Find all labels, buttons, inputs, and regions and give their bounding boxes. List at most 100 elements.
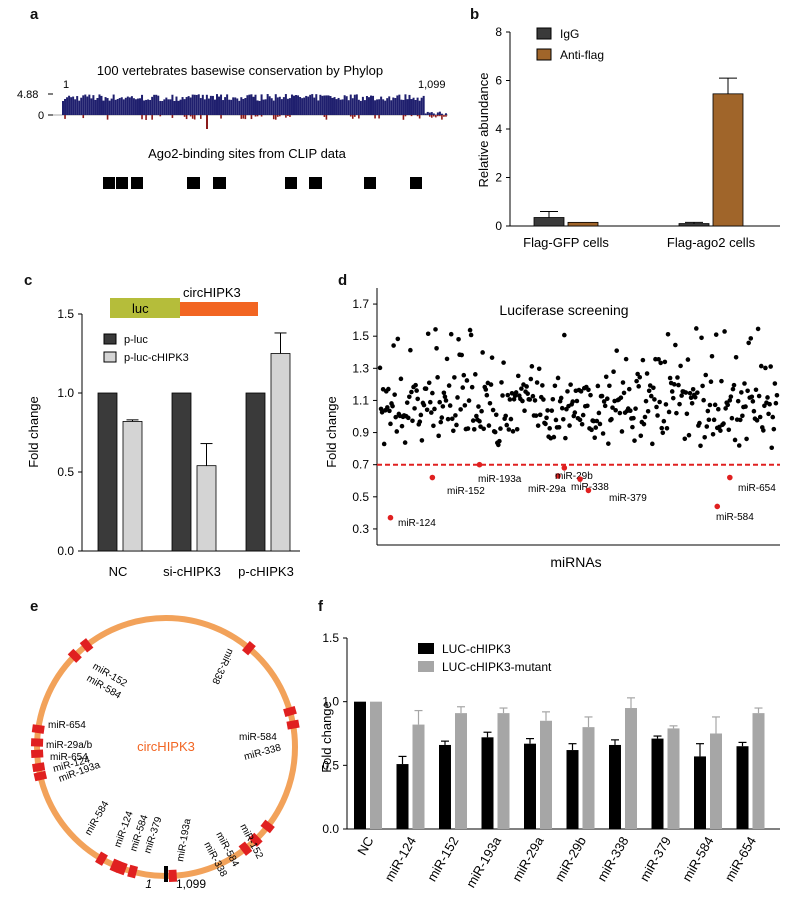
scatter-point: [507, 397, 513, 402]
scatter-point: [765, 395, 770, 400]
scatter-point: [661, 418, 667, 424]
scatter-point: [556, 424, 562, 430]
scatter-point: [601, 399, 607, 404]
legend-swatch-wt: [418, 643, 434, 654]
clip-site: [285, 177, 297, 189]
scatter-point: [381, 441, 387, 447]
clip-site: [213, 177, 226, 189]
scatter-point: [419, 438, 425, 443]
scatter-point: [698, 443, 703, 449]
bar: [533, 217, 565, 227]
scatter-point: [670, 395, 676, 401]
highlight-point: [476, 461, 483, 468]
scatter-point: [578, 389, 584, 394]
scatter-point: [402, 440, 408, 445]
scatter-point: [537, 412, 543, 418]
scatter-point: [655, 413, 660, 418]
x-category-label: si-cHIPK3: [163, 564, 221, 579]
bar: [540, 720, 552, 829]
scatter-point: [427, 399, 433, 405]
scatter-point: [446, 383, 452, 388]
scatter-point: [418, 412, 424, 418]
scatter-point: [453, 413, 458, 418]
scatter-point: [740, 413, 745, 419]
legend-swatch-igg: [536, 27, 552, 40]
scatter-point: [552, 383, 558, 389]
highlight-label: miR-584: [716, 512, 754, 523]
panel-d-highlights: miR-124miR-152miR-193amiR-29amiR-29bmiR-…: [387, 461, 776, 529]
scatter-point: [588, 392, 593, 398]
scatter-point: [704, 424, 710, 429]
scatter-point: [685, 357, 691, 362]
scatter-point: [621, 390, 627, 396]
highlight-label: miR-29a: [528, 484, 566, 495]
scatter-point: [563, 435, 568, 441]
x-category-label: Flag-GFP cells: [523, 235, 609, 250]
scatter-point: [421, 402, 427, 408]
scatter-point: [701, 397, 706, 403]
bar: [609, 744, 621, 829]
scatter-point: [689, 400, 695, 406]
scatter-point: [501, 360, 506, 365]
scatter-point: [580, 412, 586, 418]
bar: [196, 465, 217, 552]
scatter-point: [527, 397, 533, 402]
panel-a-clip-title: Ago2-binding sites from CLIP data: [148, 146, 347, 161]
scatter-point: [699, 335, 704, 341]
panel-a: 100 vertebrates basewise conservation by…: [17, 63, 448, 189]
bar: [625, 708, 637, 829]
bar: [97, 392, 118, 552]
bar: [678, 223, 710, 227]
y-tick-label: 4: [495, 122, 502, 136]
scatter-point: [769, 445, 775, 451]
scatter-point: [609, 416, 614, 422]
clip-site: [309, 177, 322, 189]
highlight-label: miR-338: [571, 482, 609, 493]
construct-luc-box: [110, 298, 180, 318]
scatter-point: [426, 380, 432, 386]
scatter-point: [455, 395, 460, 400]
binding-site: [30, 738, 44, 747]
y-tick-label: 2: [495, 171, 502, 185]
scatter-point: [488, 382, 494, 387]
scatter-point: [642, 414, 648, 420]
scatter-point: [595, 383, 601, 389]
scatter-point: [613, 407, 618, 413]
bar: [651, 738, 664, 829]
scatter-point: [392, 392, 397, 397]
legend-label-mut: LUC-cHIPK3-mutant: [442, 660, 552, 674]
scatter-point: [774, 392, 780, 398]
scatter-point: [651, 385, 656, 391]
legend-label-wt: LUC-cHIPK3: [442, 642, 511, 656]
binding-site: [67, 648, 82, 663]
scatter-point: [755, 326, 761, 332]
scatter-point: [673, 342, 678, 348]
scatter-point: [565, 389, 570, 394]
bar: [567, 221, 599, 227]
scatter-point: [638, 433, 644, 439]
scatter-point: [452, 375, 457, 380]
scatter-point: [602, 403, 608, 409]
scatter-point: [677, 401, 682, 407]
binding-site-label: miR-654: [48, 720, 86, 731]
scatter-point: [713, 332, 719, 337]
highlight-point: [714, 503, 721, 510]
scatter-point: [607, 383, 612, 389]
scatter-point: [754, 418, 760, 423]
binding-site-label: miR-193a: [175, 817, 193, 862]
scatter-point: [721, 421, 726, 426]
circ-center-label: circHIPK3: [137, 739, 195, 754]
y-tick-label: 0.5: [352, 490, 369, 504]
scatter-point: [435, 375, 440, 380]
bar: [481, 737, 494, 829]
scatter-point: [391, 343, 396, 348]
scatter-point: [545, 408, 550, 413]
legend-swatch-pluc: [103, 333, 117, 345]
scatter-point: [723, 406, 728, 411]
y-tick-label: 0.5: [57, 465, 74, 479]
scatter-point: [515, 373, 521, 379]
scatter-point: [489, 355, 495, 360]
scatter-point: [751, 408, 757, 414]
scatter-point: [533, 413, 539, 418]
scatter-point: [623, 356, 629, 362]
